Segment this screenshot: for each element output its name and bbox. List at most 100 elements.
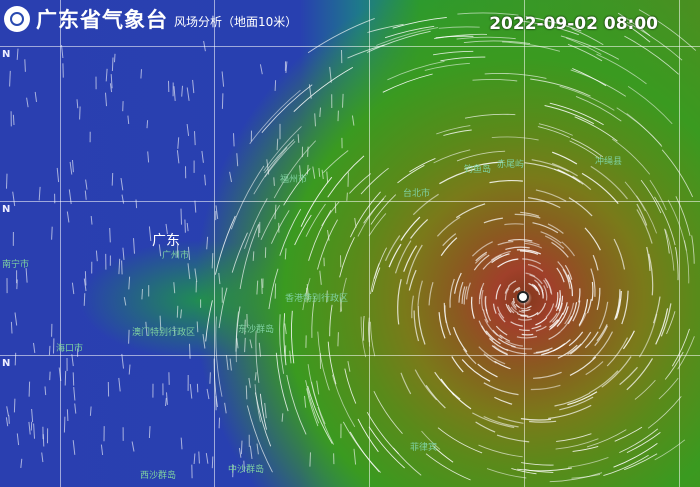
streamline (567, 456, 609, 468)
streamline (244, 337, 246, 353)
streamline (33, 342, 36, 353)
place-label: 福州市 (280, 175, 308, 185)
streamline (529, 420, 557, 423)
streamline (571, 137, 604, 158)
streamline (147, 151, 150, 163)
streamline (244, 319, 246, 335)
place-label: 西沙群岛 (140, 471, 177, 481)
organization-title: 广东省气象台 (36, 8, 168, 32)
streamline (300, 176, 333, 227)
streamline (594, 325, 609, 347)
timestamp: 2022-09-02 08:00 (489, 14, 658, 34)
streamline (515, 303, 520, 309)
streamline (69, 161, 73, 175)
streamline (483, 415, 519, 428)
streamline (135, 199, 138, 209)
streamline (535, 189, 567, 202)
streamline (514, 213, 541, 219)
streamline (158, 244, 162, 257)
streamline (238, 447, 242, 458)
streamline (339, 297, 342, 312)
streamline (535, 347, 553, 354)
streamline (252, 251, 255, 261)
streamline (360, 316, 367, 358)
streamline (559, 85, 615, 111)
streamline (559, 396, 594, 411)
streamline (279, 314, 285, 374)
streamline (497, 416, 524, 424)
streamline (206, 236, 209, 250)
streamline (307, 17, 375, 54)
streamline (555, 298, 561, 312)
streamline (533, 371, 562, 379)
streamline (636, 209, 653, 244)
streamline (556, 306, 569, 328)
streamline (549, 319, 559, 328)
streamline (306, 287, 308, 303)
streamline (110, 74, 113, 89)
streamline (520, 307, 528, 310)
streamline (90, 215, 93, 225)
streamline (627, 86, 673, 125)
streamline (196, 321, 199, 333)
streamline (145, 321, 148, 336)
streamline (473, 254, 490, 271)
streamline (634, 379, 656, 400)
streamline (305, 380, 320, 424)
streamline (349, 173, 372, 194)
streamline (457, 12, 519, 16)
streamline (505, 303, 512, 314)
streamline (273, 177, 275, 186)
streamline (63, 416, 66, 433)
streamline (675, 247, 679, 281)
streamline (206, 388, 210, 400)
streamline (646, 246, 651, 271)
streamline (626, 21, 683, 61)
streamline (127, 115, 130, 125)
streamline (454, 272, 462, 294)
streamline (221, 93, 224, 109)
streamline (26, 97, 29, 108)
streamline (613, 238, 626, 270)
streamline (122, 247, 125, 260)
streamline (306, 283, 310, 300)
streamline (421, 430, 441, 450)
streamline (535, 325, 547, 332)
streamline (321, 169, 324, 180)
streamline (428, 282, 434, 306)
streamline (555, 438, 599, 450)
streamline (268, 268, 279, 310)
streamline (392, 16, 447, 29)
streamline (384, 235, 401, 262)
streamline (6, 173, 8, 189)
streamline (173, 282, 176, 294)
streamline (114, 53, 116, 63)
streamline (308, 209, 332, 261)
streamline (614, 298, 621, 320)
streamline (560, 35, 620, 60)
streamline (128, 364, 131, 375)
streamline (521, 462, 554, 466)
streamline (339, 237, 355, 278)
streamline (215, 316, 223, 397)
streamline (464, 161, 503, 170)
place-label: 南宁市 (2, 260, 30, 270)
streamline (264, 140, 296, 178)
streamline (71, 354, 74, 367)
streamline (259, 64, 263, 75)
streamline (351, 115, 355, 126)
streamline (433, 50, 474, 56)
streamline (527, 312, 539, 318)
streamline (44, 386, 47, 396)
streamline (123, 297, 127, 306)
streamline (449, 278, 455, 308)
streamline (440, 237, 458, 257)
streamline (581, 172, 619, 204)
streamline (270, 210, 290, 244)
streamline (83, 293, 86, 306)
streamline (640, 179, 662, 214)
streamline (211, 456, 214, 469)
streamline (205, 300, 213, 342)
streamline (493, 345, 508, 355)
